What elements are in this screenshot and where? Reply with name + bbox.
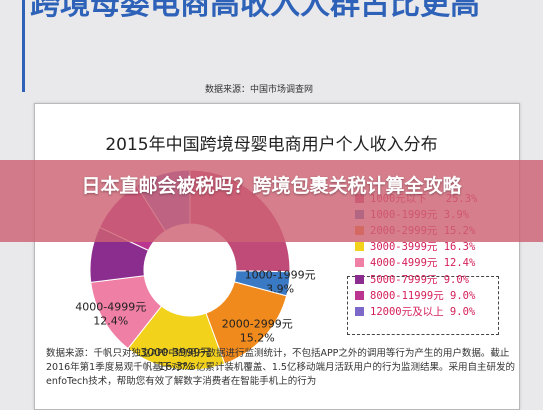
- legend-highlight-box: [347, 276, 499, 335]
- legend-label: 8000-11999元 9.0%: [370, 289, 476, 302]
- legend-swatch: [355, 258, 364, 268]
- data-footnote: 数据来源：千帆只对独立APP中的用户数据进行监测统计，不包括APP之外的调用等行…: [46, 348, 515, 387]
- slice-label: 4000-4999元 12.4%: [75, 301, 146, 328]
- legend-label: 4000-4999元 12.4%: [370, 257, 476, 270]
- legend-item: 12000元及以上 9.0%: [355, 303, 515, 319]
- legend-label: 3000-3999元 16.3%: [370, 241, 476, 254]
- source-note: 数据来源：中国市场调查网: [205, 85, 314, 95]
- legend-swatch: [355, 306, 364, 316]
- legend-item: 5000-7999元 9.0%: [355, 271, 515, 287]
- legend-item: 3000-3999元 16.3%: [355, 239, 515, 255]
- banner-title: 日本直邮会被税吗？跨境包裹关税计算全攻略: [81, 175, 462, 197]
- legend-label: 12000元及以上 9.0%: [370, 305, 476, 318]
- legend-item: 4000-4999元 12.4%: [355, 255, 515, 271]
- legend-label: 5000-7999元 9.0%: [370, 273, 470, 286]
- legend-swatch: [355, 290, 364, 300]
- slice-label: 2000-2999元 15.2%: [222, 317, 293, 344]
- slice-label: 3000-3999元 16.3%: [140, 346, 211, 373]
- overlay-banner: [0, 160, 543, 242]
- chart-title: 2015年中国跨境母婴电商用户个人收入分布: [105, 135, 438, 155]
- legend-item: 8000-11999元 9.0%: [355, 287, 515, 303]
- article-headline: 跨境母婴电商高收入人群占比更高: [30, 0, 480, 22]
- legend-swatch: [355, 242, 364, 252]
- legend-swatch: [355, 274, 364, 284]
- headline-accent-bar: [22, 0, 25, 92]
